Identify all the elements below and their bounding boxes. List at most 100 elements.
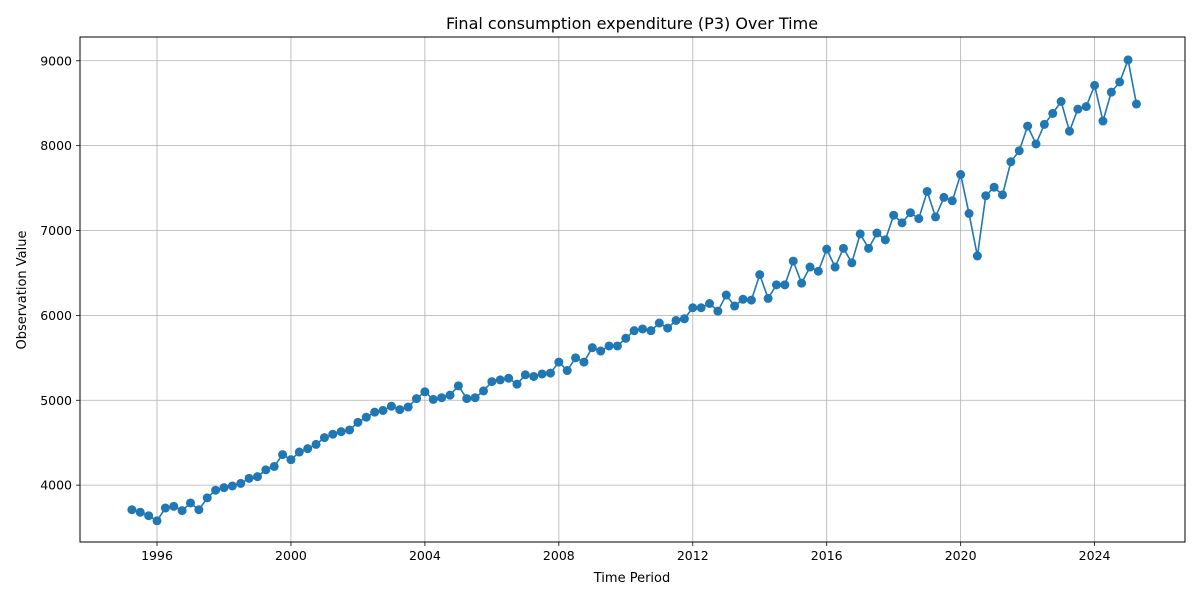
data-point bbox=[947, 196, 957, 206]
data-point bbox=[922, 186, 932, 196]
x-tick-label: 2008 bbox=[543, 548, 575, 563]
x-tick-label: 2020 bbox=[945, 548, 977, 563]
x-tick-label: 2012 bbox=[677, 548, 709, 563]
data-point bbox=[252, 472, 262, 482]
data-point bbox=[269, 461, 279, 471]
data-point bbox=[353, 417, 363, 427]
data-point bbox=[177, 506, 187, 516]
data-point bbox=[1064, 126, 1074, 136]
data-point bbox=[813, 266, 823, 276]
data-point bbox=[386, 401, 396, 411]
data-point bbox=[989, 182, 999, 192]
data-point bbox=[545, 368, 555, 378]
data-point bbox=[964, 209, 974, 219]
data-point bbox=[663, 323, 673, 333]
data-point bbox=[186, 498, 195, 508]
data-point bbox=[797, 278, 807, 288]
data-point bbox=[847, 258, 857, 268]
chart-title: Final consumption expenditure (P3) Over … bbox=[446, 14, 818, 33]
data-point bbox=[1123, 55, 1133, 65]
y-axis-label: Observation Value bbox=[15, 231, 30, 350]
data-point bbox=[261, 465, 271, 475]
data-point bbox=[319, 433, 329, 443]
data-point bbox=[822, 244, 832, 254]
data-point bbox=[244, 473, 254, 483]
data-point bbox=[328, 429, 338, 439]
data-point bbox=[311, 439, 321, 449]
data-point bbox=[646, 326, 656, 336]
data-point bbox=[956, 169, 966, 179]
data-point bbox=[219, 483, 229, 493]
grid-lines bbox=[80, 37, 1185, 542]
data-point bbox=[345, 425, 355, 435]
data-point bbox=[278, 450, 288, 460]
data-point bbox=[1073, 104, 1083, 114]
x-tick-label: 1996 bbox=[141, 548, 173, 563]
data-point bbox=[587, 343, 597, 353]
data-point bbox=[738, 294, 748, 304]
y-tick-label: 9000 bbox=[40, 53, 72, 68]
data-point bbox=[286, 455, 296, 465]
data-point bbox=[445, 390, 455, 400]
data-point bbox=[453, 381, 463, 391]
data-point bbox=[512, 379, 522, 389]
data-point bbox=[805, 262, 815, 272]
data-point bbox=[144, 511, 154, 521]
data-point bbox=[194, 505, 204, 515]
data-point bbox=[998, 190, 1008, 200]
data-series bbox=[127, 55, 1141, 526]
data-point bbox=[688, 303, 698, 313]
data-point bbox=[236, 478, 246, 488]
data-point bbox=[1081, 102, 1091, 112]
data-point bbox=[420, 387, 430, 397]
data-point bbox=[981, 191, 991, 201]
y-tick-label: 6000 bbox=[40, 308, 72, 323]
data-point bbox=[370, 407, 380, 417]
data-point bbox=[855, 229, 865, 239]
data-point bbox=[294, 447, 304, 457]
data-point bbox=[612, 341, 622, 351]
data-point bbox=[1115, 77, 1125, 87]
data-point bbox=[127, 505, 137, 515]
data-point bbox=[1014, 146, 1024, 156]
x-tick-label: 2004 bbox=[409, 548, 441, 563]
data-point bbox=[462, 394, 472, 404]
data-point bbox=[1006, 157, 1016, 167]
data-point bbox=[1039, 119, 1049, 129]
data-point bbox=[1023, 121, 1033, 131]
data-point bbox=[135, 507, 145, 517]
axis-ticks: 1996 2000 2004 2008 2012 2016 2020 2024 4000 5000… bbox=[40, 53, 1110, 563]
data-point bbox=[830, 262, 840, 272]
data-point bbox=[395, 405, 405, 415]
data-point bbox=[621, 333, 631, 343]
data-point bbox=[755, 270, 765, 280]
x-tick-label: 2000 bbox=[275, 548, 307, 563]
data-point bbox=[202, 493, 212, 503]
data-point bbox=[303, 444, 313, 454]
data-point bbox=[1031, 139, 1041, 149]
data-point bbox=[470, 393, 480, 403]
data-point bbox=[504, 373, 514, 383]
y-tick-label: 5000 bbox=[40, 393, 72, 408]
data-point bbox=[897, 218, 907, 228]
data-point bbox=[403, 402, 413, 412]
y-tick-label: 7000 bbox=[40, 223, 72, 238]
data-point bbox=[780, 280, 790, 290]
data-point bbox=[763, 293, 773, 303]
data-point bbox=[696, 303, 706, 313]
data-point bbox=[746, 295, 756, 305]
x-tick-label: 2016 bbox=[811, 548, 843, 563]
x-axis-label: Time Period bbox=[593, 571, 670, 586]
y-tick-label: 4000 bbox=[40, 478, 72, 493]
data-point bbox=[771, 280, 781, 290]
data-point bbox=[378, 405, 388, 415]
data-point bbox=[889, 210, 899, 220]
data-point bbox=[931, 212, 941, 222]
data-point bbox=[554, 357, 564, 367]
data-point bbox=[1106, 87, 1116, 97]
data-point bbox=[336, 427, 346, 437]
plot-area-frame bbox=[79, 36, 1186, 543]
data-point bbox=[1131, 99, 1141, 109]
data-point bbox=[721, 290, 731, 300]
